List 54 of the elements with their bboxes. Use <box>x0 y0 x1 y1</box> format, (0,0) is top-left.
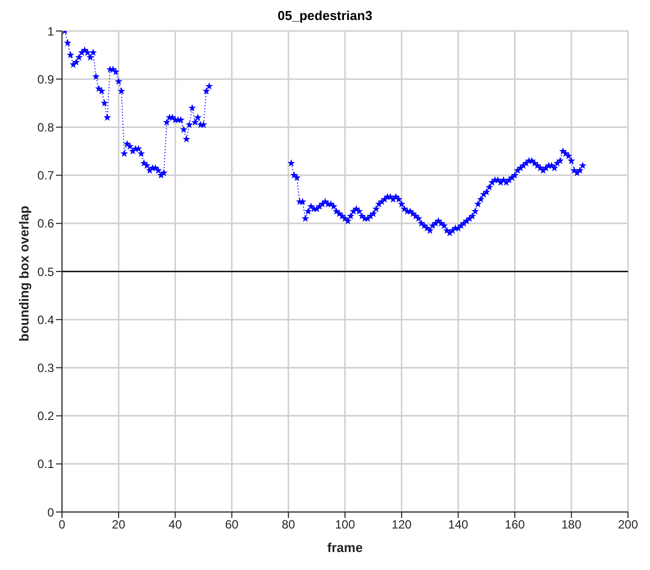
x-tick-label: 40 <box>168 518 182 532</box>
x-axis-title: frame <box>327 540 363 555</box>
point <box>120 150 128 157</box>
y-tick-label: 0.4 <box>37 312 54 327</box>
point <box>100 99 108 106</box>
point <box>66 51 74 58</box>
point <box>188 104 196 112</box>
point <box>182 135 190 142</box>
point <box>84 48 92 56</box>
x-tick-label: 180 <box>561 518 582 532</box>
point <box>191 118 199 126</box>
point <box>194 114 202 121</box>
point <box>64 39 72 46</box>
point <box>103 114 112 121</box>
x-tick-label: 140 <box>448 518 469 532</box>
point <box>180 126 188 133</box>
point <box>86 53 94 61</box>
point <box>186 120 194 128</box>
x-tick-label: 0 <box>58 518 66 532</box>
point <box>89 48 97 56</box>
x-tick-label: 120 <box>392 518 412 532</box>
x-tick-label: 100 <box>334 518 356 532</box>
y-tick-label: 0.2 <box>37 409 54 424</box>
point <box>137 150 146 157</box>
point <box>98 87 106 94</box>
y-tick-label: 0.7 <box>37 168 54 183</box>
y-tick-label: 0.8 <box>37 120 54 134</box>
y-tick-label: 0 <box>47 505 54 520</box>
x-tick-label: 160 <box>504 518 526 532</box>
y-tick-label: 1 <box>47 24 54 38</box>
point <box>143 162 151 169</box>
point <box>72 58 80 66</box>
x-tick-label: 200 <box>618 518 638 532</box>
point <box>114 78 122 85</box>
point <box>75 53 83 61</box>
y-tick-label: 0.5 <box>37 264 54 279</box>
point <box>154 166 162 174</box>
y-tick-label: 0.1 <box>37 457 54 472</box>
x-tick-label: 80 <box>282 518 296 532</box>
point <box>92 72 100 80</box>
point <box>162 118 171 126</box>
point <box>205 82 213 90</box>
point <box>118 87 126 94</box>
y-tick-label: 0.3 <box>37 360 54 375</box>
point <box>202 87 210 94</box>
y-axis-title: bounding box overlap <box>16 206 32 342</box>
point <box>126 142 134 150</box>
x-tick-label: 60 <box>225 518 239 532</box>
x-tick-label: 20 <box>112 518 126 532</box>
point <box>160 168 168 176</box>
point <box>112 68 120 76</box>
y-tick-label: 0.9 <box>37 72 54 86</box>
y-tick-label: 0.6 <box>37 216 54 231</box>
chart-title: 05_pedestrian3 <box>276 8 374 25</box>
